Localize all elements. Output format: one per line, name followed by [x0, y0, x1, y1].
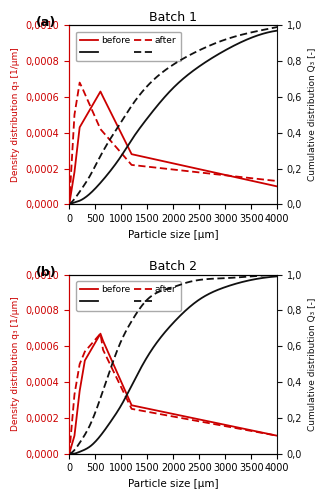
Text: (a): (a)	[36, 16, 56, 30]
Y-axis label: Cumulative distribution Q₃ [-]: Cumulative distribution Q₃ [-]	[308, 48, 317, 182]
Y-axis label: Density distribution q₃ [1/µm]: Density distribution q₃ [1/µm]	[11, 296, 20, 432]
X-axis label: Particle size [µm]: Particle size [µm]	[128, 230, 218, 239]
Text: (b): (b)	[36, 266, 57, 278]
Title: Batch 1: Batch 1	[149, 11, 197, 24]
Title: Batch 2: Batch 2	[149, 260, 197, 274]
Y-axis label: Density distribution q₃ [1/µm]: Density distribution q₃ [1/µm]	[11, 48, 20, 182]
Legend: before, , after, : before, , after,	[76, 281, 181, 310]
Legend: before, , after, : before, , after,	[76, 32, 181, 62]
Y-axis label: Cumulative distribution Q₃ [-]: Cumulative distribution Q₃ [-]	[308, 298, 317, 431]
X-axis label: Particle size [µm]: Particle size [µm]	[128, 479, 218, 489]
